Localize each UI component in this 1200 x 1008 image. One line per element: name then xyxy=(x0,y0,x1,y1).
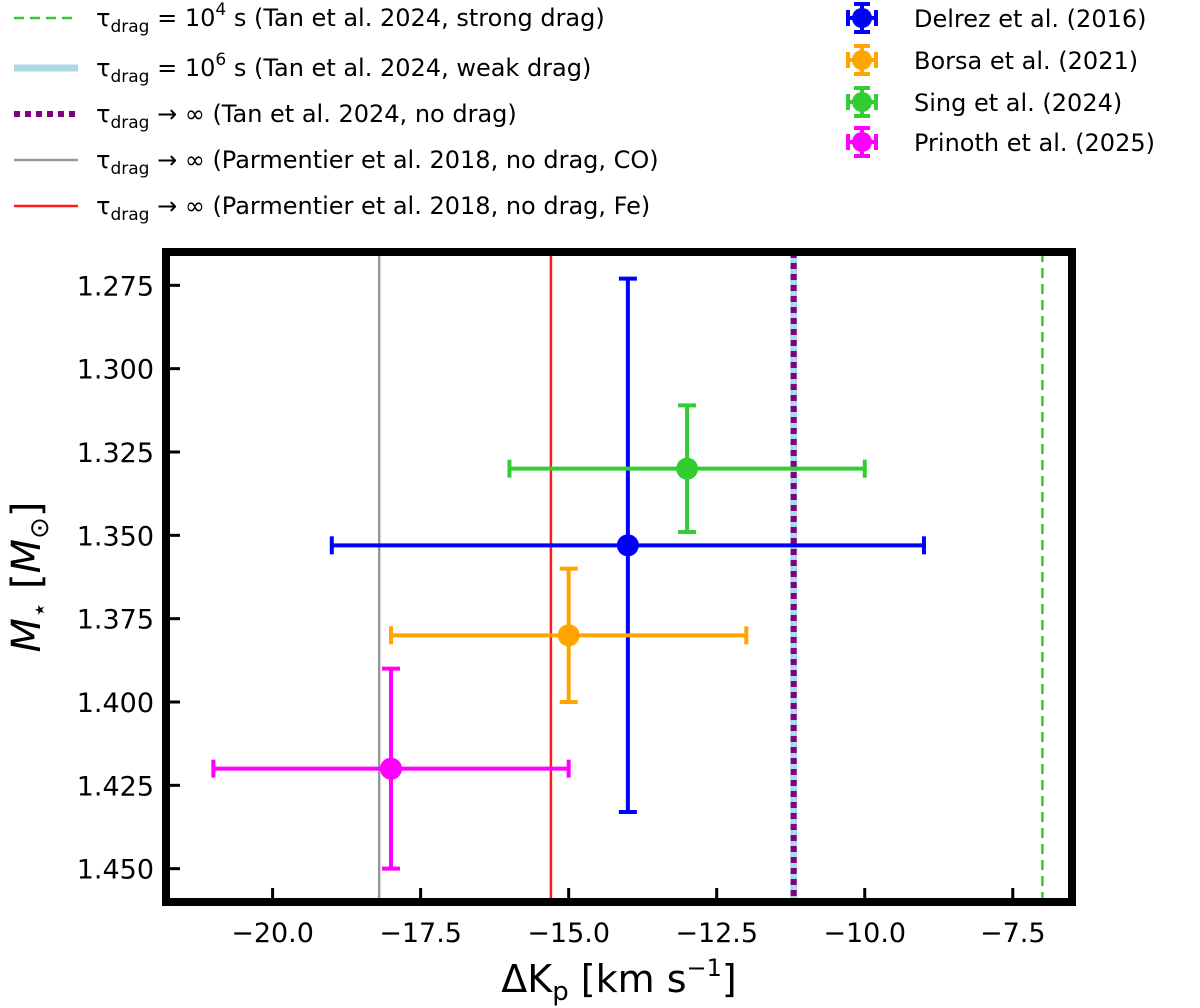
point-3 xyxy=(211,666,571,871)
legend-series-entry-3: Prinoth et al. (2025) xyxy=(846,126,1155,158)
legend-series-label: Borsa et al. (2021) xyxy=(914,47,1138,75)
legend-series-entry-2: Sing et al. (2024) xyxy=(846,86,1122,118)
ytick-label: 1.275 xyxy=(77,271,154,302)
x-axis-ticks: −20.0 −17.5 −15.0 −12.5 −10.0 −7.5 xyxy=(231,888,1046,949)
y-axis-title: M⋆ [M⊙] xyxy=(4,501,55,652)
legend-line-entry-1: τdrag = 106 s (Tan et al. 2024, weak dra… xyxy=(14,50,591,87)
legend-line-label: τdrag → ∞ (Parmentier et al. 2018, no dr… xyxy=(96,146,659,179)
legend-series-label: Sing et al. (2024) xyxy=(914,89,1122,117)
plot-area: −20.0 −17.5 −15.0 −12.5 −10.0 −7.5 1.275 1.300… xyxy=(77,248,1076,949)
marker-3 xyxy=(380,757,403,780)
legend-line-label: τdrag → ∞ (Parmentier et al. 2018, no dr… xyxy=(96,192,650,225)
xtick-label: −20.0 xyxy=(231,918,314,949)
legend-series-label: Delrez et al. (2016) xyxy=(914,5,1147,33)
legend-line-label: τdrag → ∞ (Tan et al. 2024, no drag) xyxy=(96,100,517,133)
xtick-label: −7.5 xyxy=(980,918,1046,949)
legend-line-entry-0: τdrag = 104 s (Tan et al. 2024, strong d… xyxy=(14,0,605,37)
legend-series-entry-1: Borsa et al. (2021) xyxy=(846,44,1138,76)
ytick-label: 1.400 xyxy=(77,688,154,719)
legend-right: Delrez et al. (2016) Borsa et al. (2021) S… xyxy=(846,2,1155,158)
ytick-label: 1.425 xyxy=(77,771,154,802)
reference-lines xyxy=(377,252,1044,902)
legend-line-label: τdrag = 106 s (Tan et al. 2024, weak dra… xyxy=(96,50,591,87)
legend-line-entry-3: τdrag → ∞ (Parmentier et al. 2018, no dr… xyxy=(14,146,659,179)
xtick-label: −10.0 xyxy=(823,918,906,949)
legend-series-marker xyxy=(852,50,872,70)
ytick-label: 1.325 xyxy=(77,438,154,469)
marker-0 xyxy=(616,534,639,557)
ytick-label: 1.350 xyxy=(77,521,154,552)
ytick-label: 1.450 xyxy=(77,855,154,886)
legend-line-label: τdrag = 104 s (Tan et al. 2024, strong d… xyxy=(96,0,605,37)
data-points xyxy=(211,276,926,871)
point-2 xyxy=(507,403,867,534)
ytick-label: 1.375 xyxy=(77,605,154,636)
marker-1 xyxy=(557,624,580,647)
legend-series-label: Prinoth et al. (2025) xyxy=(914,129,1155,157)
legend-series-marker xyxy=(852,92,872,112)
xtick-label: −12.5 xyxy=(675,918,758,949)
legend-line-entry-4: τdrag → ∞ (Parmentier et al. 2018, no dr… xyxy=(14,192,650,225)
xtick-label: −17.5 xyxy=(379,918,462,949)
axes-frame xyxy=(162,248,1076,906)
legend-series-marker xyxy=(852,8,872,28)
xtick-label: −15.0 xyxy=(527,918,610,949)
legend-left: τdrag = 104 s (Tan et al. 2024, strong d… xyxy=(14,0,659,225)
y-axis-ticks: 1.275 1.300 1.325 1.350 1.375 1.400 1.425 1.450 xyxy=(77,271,180,886)
legend-line-entry-2: τdrag → ∞ (Tan et al. 2024, no drag) xyxy=(14,100,517,133)
marker-2 xyxy=(676,457,699,480)
legend-series-entry-0: Delrez et al. (2016) xyxy=(846,2,1147,34)
point-1 xyxy=(389,566,749,704)
point-0 xyxy=(329,276,926,814)
ytick-label: 1.300 xyxy=(77,355,154,386)
legend-series-marker xyxy=(852,132,872,152)
x-axis-title: ΔKp [km s−1] xyxy=(501,954,736,1007)
